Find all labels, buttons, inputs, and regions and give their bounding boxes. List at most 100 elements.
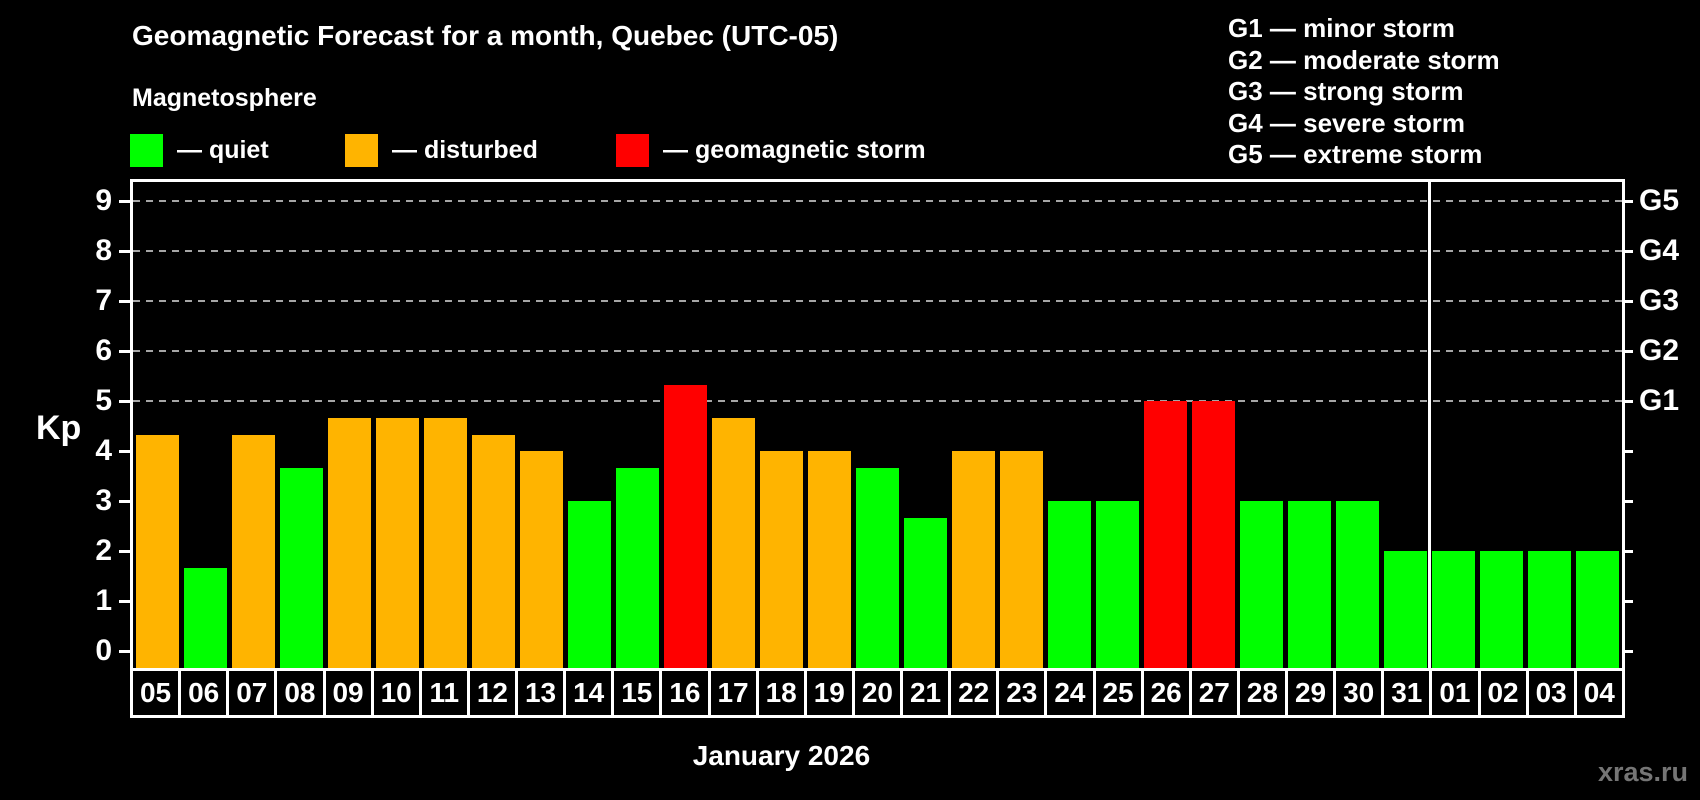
plot-frame [130,179,1625,668]
bar-06 [183,567,227,668]
chart-subtitle: Magnetosphere [132,84,317,112]
y-tick-label-0: 0 [95,634,112,667]
date-cell-20: 20 [851,671,900,715]
bar-26 [1144,401,1188,668]
y-tick-right-6 [1622,349,1633,353]
bar-23 [1000,451,1044,668]
y-tick-left-3 [119,499,130,503]
bar-14 [567,501,611,668]
y-tick-left-6 [119,349,130,353]
y-tick-left-0 [119,649,130,653]
g-scale-label-G1: G1 [1639,384,1680,417]
y-tick-label-6: 6 [95,334,112,367]
date-cell-12: 12 [466,671,515,715]
date-cell-15: 15 [611,671,659,715]
month-separator-line [1428,182,1432,668]
date-cell-02: 02 [1477,671,1526,715]
bar-27 [1192,401,1236,668]
bar-10 [375,417,419,668]
y-tick-left-9 [119,199,130,203]
bar-02 [1480,551,1524,668]
storm-scale-line-3: G3 — strong storm [1228,76,1464,106]
legend-label-geomagnetic-storm: — geomagnetic storm [663,135,926,164]
y-tick-label-3: 3 [95,484,112,517]
date-cell-23: 23 [996,671,1044,715]
bar-20 [855,467,899,668]
bar-04 [1576,551,1620,668]
bar-19 [807,451,851,668]
legend-swatch-quiet [130,133,163,167]
g-scale-label-G5: G5 [1639,184,1680,217]
y-tick-right-1 [1622,599,1633,603]
legend-swatch-geomagnetic-storm [616,133,649,167]
storm-scale-legend: G1 — minor storm G2 — moderate storm G3 — … [1228,13,1500,171]
date-cell-16: 16 [659,671,707,715]
date-cell-06: 06 [178,671,226,715]
y-tick-right-4 [1622,449,1633,453]
bar-24 [1048,501,1092,668]
bar-09 [327,417,371,668]
date-cell-10: 10 [370,671,419,715]
date-cell-26: 26 [1140,671,1189,715]
storm-scale-line-2: G2 — moderate storm [1228,44,1500,75]
y-tick-left-7 [119,299,130,303]
y-tick-right-2 [1622,549,1633,553]
gridline-kp9 [133,200,1622,202]
x-axis-month-label: January 2026 [692,740,871,771]
y-tick-label-1: 1 [95,584,112,617]
y-tick-right-3 [1622,499,1633,503]
y-tick-left-4 [119,449,130,453]
legend-swatch-disturbed [345,133,378,167]
storm-scale-line-1: G1 — minor storm [1228,13,1455,43]
date-cell-29: 29 [1285,671,1333,715]
gridline-kp8 [133,250,1622,252]
date-cell-28: 28 [1236,671,1285,715]
y-tick-label-5: 5 [95,384,112,417]
bar-03 [1528,551,1572,668]
y-tick-right-8 [1622,249,1633,253]
bar-30 [1336,501,1380,668]
bar-31 [1384,551,1428,668]
date-cell-24: 24 [1044,671,1092,715]
bar-22 [952,451,996,668]
legend-item-disturbed: — disturbed [345,132,538,168]
bar-29 [1288,501,1332,668]
date-cell-17: 17 [707,671,756,715]
date-cell-19: 19 [803,671,852,715]
y-tick-label-8: 8 [95,234,112,267]
date-cell-27: 27 [1188,671,1237,715]
y-tick-label-7: 7 [95,284,112,317]
storm-scale-line-4: G4 — severe storm [1228,107,1466,138]
y-tick-left-1 [119,599,130,603]
date-cell-14: 14 [563,671,611,715]
date-cell-08: 08 [274,671,322,715]
y-axis-title: Kp [36,409,82,447]
bar-15 [615,467,659,668]
bar-08 [279,467,323,668]
bar-16 [663,384,707,668]
y-tick-label-4: 4 [95,434,112,467]
watermark: xras.ru [1597,757,1688,787]
date-cell-22: 22 [948,671,996,715]
g-scale-label-G3: G3 [1639,284,1680,317]
y-tick-label-2: 2 [95,534,112,567]
bar-13 [519,451,563,668]
date-cell-21: 21 [900,671,948,715]
bar-17 [711,417,755,668]
y-tick-right-9 [1622,199,1633,203]
y-tick-left-5 [119,399,130,403]
gridline-kp5 [133,400,1622,402]
date-cell-18: 18 [755,671,804,715]
y-tick-right-0 [1622,649,1633,653]
legend-label-disturbed: — disturbed [392,135,538,164]
legend-item-quiet: — quiet [130,132,269,168]
storm-scale-line-5: G5 — extreme storm [1228,139,1483,169]
bar-07 [231,434,275,668]
date-cell-31: 31 [1381,671,1429,715]
legend-item-geomagnetic-storm: — geomagnetic storm [616,132,926,168]
bar-28 [1240,501,1284,668]
bar-12 [471,434,515,668]
date-cell-30: 30 [1333,671,1381,715]
bar-21 [904,517,948,668]
